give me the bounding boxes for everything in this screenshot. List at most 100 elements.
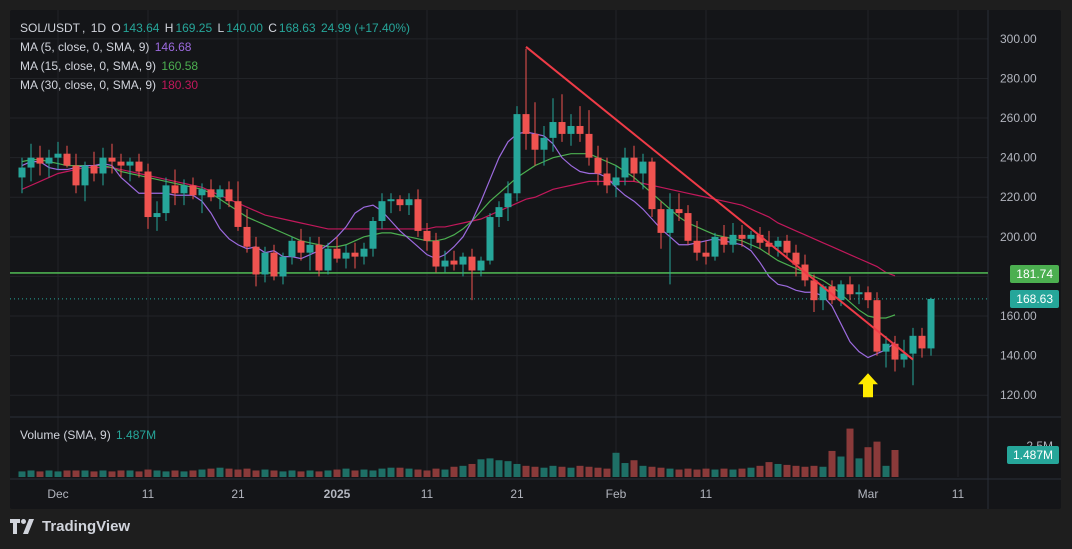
volume-bar	[324, 470, 332, 477]
candle-body	[198, 189, 206, 196]
candle-body	[720, 236, 728, 245]
volume-bar	[702, 468, 710, 477]
volume-bar	[675, 469, 683, 477]
volume-legend[interactable]: Volume (SMA, 9) 1.487M	[20, 428, 158, 442]
candle-body	[90, 165, 98, 174]
volume-bar	[171, 470, 179, 477]
time-tick-label: Feb	[606, 487, 627, 501]
volume-bar	[432, 468, 440, 477]
interval[interactable]: 1D	[90, 21, 107, 35]
candle-body	[378, 201, 386, 221]
candle-body	[567, 125, 575, 134]
candle-body	[54, 153, 62, 158]
candle-body	[891, 343, 899, 360]
candle-body	[315, 244, 323, 271]
candle-body	[783, 240, 791, 253]
volume-bar	[297, 471, 305, 477]
high-value: 169.25	[175, 21, 213, 35]
price-chart[interactable]: 300.00 280.00 260.00 240.00 220.00 200.00 160.…	[10, 10, 1061, 509]
ma5-legend[interactable]: MA (5, close, 0, SMA, 9) 146.68	[20, 40, 193, 54]
candle-body	[576, 125, 584, 134]
downtrend-line	[525, 46, 914, 361]
volume-bar	[108, 471, 116, 477]
volume-bar	[423, 470, 431, 477]
time-tick-label: Mar	[858, 487, 879, 501]
volume-bar	[99, 470, 107, 477]
candle-body	[360, 248, 368, 257]
symbol-name[interactable]: SOL/USDT	[20, 21, 81, 35]
legend-separator: ,	[82, 21, 86, 35]
volume-bar	[594, 467, 602, 477]
volume-bar	[549, 465, 557, 477]
candle-body	[450, 260, 458, 265]
time-tick-label: 21	[231, 487, 245, 501]
candle-body	[27, 157, 35, 168]
candle-body	[927, 298, 935, 349]
candle-body	[855, 292, 863, 295]
candle-body	[873, 300, 881, 352]
candle-body	[45, 157, 53, 164]
volume-bar	[756, 465, 764, 477]
volume-bar	[162, 471, 170, 477]
candle-body	[387, 199, 395, 202]
volume-bar	[666, 468, 674, 477]
price-tick-label: 200.00	[1000, 230, 1037, 244]
candle-body	[189, 185, 197, 196]
volume-bar	[837, 456, 845, 477]
candle-body	[738, 234, 746, 239]
ma5-label: MA (5, close, 0, SMA, 9)	[20, 40, 150, 54]
candle-body	[765, 242, 773, 247]
volume-bar	[441, 469, 449, 477]
volume-bar	[729, 469, 737, 477]
close-label: C	[268, 21, 277, 35]
candle-body	[171, 185, 179, 194]
time-tick-label: 11	[952, 487, 965, 501]
volume-bar	[243, 468, 251, 477]
candle-body	[234, 201, 242, 227]
volume-bar	[351, 470, 359, 477]
volume-bar	[216, 467, 224, 477]
chart-panel[interactable]: 300.00 280.00 260.00 240.00 220.00 200.00 160.…	[10, 10, 1061, 509]
volume-bar	[315, 471, 323, 477]
volume-bar	[261, 469, 269, 477]
volume-bar	[306, 470, 314, 477]
price-tick-label: 260.00	[1000, 111, 1037, 125]
candle-body	[297, 240, 305, 253]
volume-bar	[585, 466, 593, 477]
volume-bar	[369, 470, 377, 477]
candle-body	[675, 209, 683, 214]
volume-bar	[477, 459, 485, 477]
candle-body	[621, 157, 629, 178]
candle-body	[126, 161, 134, 166]
candle-body	[72, 165, 80, 186]
candle-body	[702, 252, 710, 257]
ma30-legend[interactable]: MA (30, close, 0, SMA, 9) 180.30	[20, 78, 200, 92]
open-value: 143.64	[122, 21, 160, 35]
volume-bar	[684, 468, 692, 477]
volume-bar	[279, 471, 287, 477]
candle-body	[756, 234, 764, 243]
volume-bar	[198, 469, 206, 477]
candle-body	[252, 246, 260, 275]
ma15-legend[interactable]: MA (15, close, 0, SMA, 9) 160.58	[20, 59, 200, 73]
volume-bar	[207, 468, 215, 477]
time-tick-label: 11	[700, 487, 713, 501]
volume-bar	[414, 469, 422, 477]
volume-bar	[117, 470, 125, 477]
candle-body	[900, 353, 908, 360]
volume-bar	[459, 465, 467, 477]
tradingview-logo[interactable]: TradingView	[10, 518, 130, 535]
volume-bar	[531, 466, 539, 477]
price-tick-label: 120.00	[1000, 388, 1037, 402]
candle-body	[63, 153, 71, 166]
volume-bar	[657, 467, 665, 477]
brand-name: TradingView	[42, 518, 131, 535]
candle-body	[459, 256, 467, 265]
tradingview-icon	[10, 519, 34, 534]
time-tick-label: 2025	[324, 487, 351, 501]
candle-body	[504, 193, 512, 208]
candle-body	[810, 280, 818, 301]
volume-bar	[468, 463, 476, 477]
volume-bar	[558, 466, 566, 477]
volume-bar	[27, 470, 35, 477]
